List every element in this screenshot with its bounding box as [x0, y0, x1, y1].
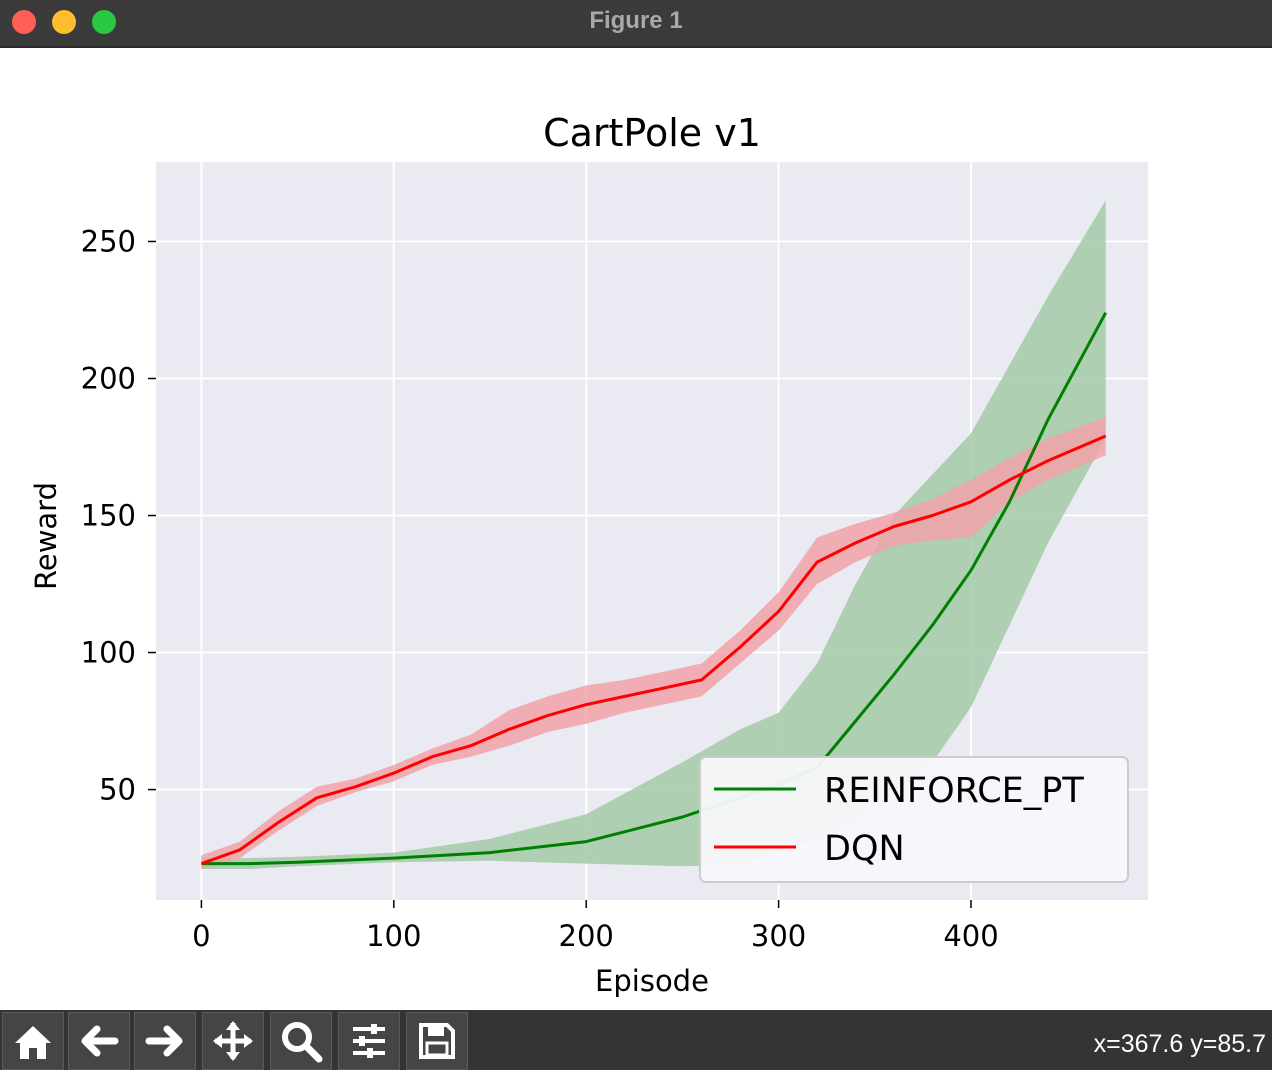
forward-button[interactable]	[134, 1012, 196, 1070]
band-reinforce-pt	[201, 200, 1106, 869]
band-dqn	[201, 416, 1106, 869]
chart-title: CartPole v1	[543, 111, 761, 155]
configure-subplots-icon	[353, 1024, 385, 1058]
navigation-toolbar: x=367.6 y=85.7	[0, 1010, 1272, 1070]
legend: REINFORCE_PT DQN	[699, 756, 1129, 883]
figure-canvas[interactable]: 0 100 200 300 400 50 100 150 200 250 CartPole v1…	[0, 48, 1272, 1010]
zoom-magnifier-icon	[282, 1022, 323, 1063]
legend-box	[699, 756, 1129, 883]
confidence-bands	[201, 200, 1106, 869]
x-tick-label: 200	[559, 919, 614, 953]
close-window-button[interactable]	[12, 10, 36, 34]
y-tick-label: 250	[81, 224, 136, 258]
save-button[interactable]	[406, 1012, 468, 1070]
pan-button[interactable]	[202, 1012, 264, 1070]
home-icon	[15, 1026, 51, 1059]
x-tick-label: 400	[943, 919, 998, 953]
zoom-window-button[interactable]	[92, 10, 116, 34]
x-tick-label: 100	[366, 919, 421, 953]
legend-label-reinforce: REINFORCE_PT	[824, 771, 1084, 811]
x-tick-label: 0	[192, 919, 210, 953]
back-button[interactable]	[68, 1012, 130, 1070]
y-tick-label: 50	[99, 773, 136, 807]
zoom-button[interactable]	[270, 1012, 332, 1070]
window-title: Figure 1	[589, 7, 683, 34]
legend-label-dqn: DQN	[824, 829, 905, 869]
y-tick-label: 150	[81, 499, 136, 533]
x-axis-label: Episode	[595, 964, 709, 998]
window-titlebar: Figure 1	[0, 0, 1272, 48]
home-button[interactable]	[2, 1012, 64, 1070]
x-tick-labels: 0 100 200 300 400	[192, 900, 999, 953]
y-tick-label: 200	[81, 361, 136, 395]
y-tick-labels: 50 100 150 200 250	[81, 224, 156, 807]
forward-arrow-icon	[145, 1025, 183, 1057]
configure-subplots-button[interactable]	[338, 1012, 400, 1070]
pan-move-icon	[213, 1021, 253, 1061]
chart: 0 100 200 300 400 50 100 150 200 250 CartPole v1…	[29, 111, 1148, 998]
y-axis-label: Reward	[29, 482, 63, 590]
line-dqn	[200, 434, 1107, 866]
minimize-window-button[interactable]	[52, 10, 76, 34]
back-arrow-icon	[81, 1025, 119, 1057]
save-floppy-icon	[419, 1023, 455, 1059]
x-tick-label: 300	[751, 919, 806, 953]
cursor-coordinates: x=367.6 y=85.7	[1093, 1030, 1266, 1058]
y-tick-label: 100	[81, 636, 136, 670]
